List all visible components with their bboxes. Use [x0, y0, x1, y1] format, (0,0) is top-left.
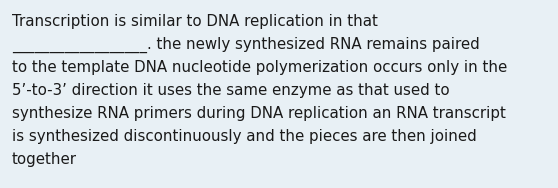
Text: 5’-to-3’ direction it uses the same enzyme as that used to: 5’-to-3’ direction it uses the same enzy…	[12, 83, 450, 98]
Text: Transcription is similar to DNA replication in that: Transcription is similar to DNA replicat…	[12, 14, 378, 29]
Text: synthesize RNA primers during DNA replication an RNA transcript: synthesize RNA primers during DNA replic…	[12, 106, 506, 121]
Text: __________________. the newly synthesized RNA remains paired: __________________. the newly synthesize…	[12, 37, 480, 53]
Text: to the template DNA nucleotide polymerization occurs only in the: to the template DNA nucleotide polymeriz…	[12, 60, 507, 75]
Text: together: together	[12, 152, 77, 167]
Text: is synthesized discontinuously and the pieces are then joined: is synthesized discontinuously and the p…	[12, 129, 477, 144]
